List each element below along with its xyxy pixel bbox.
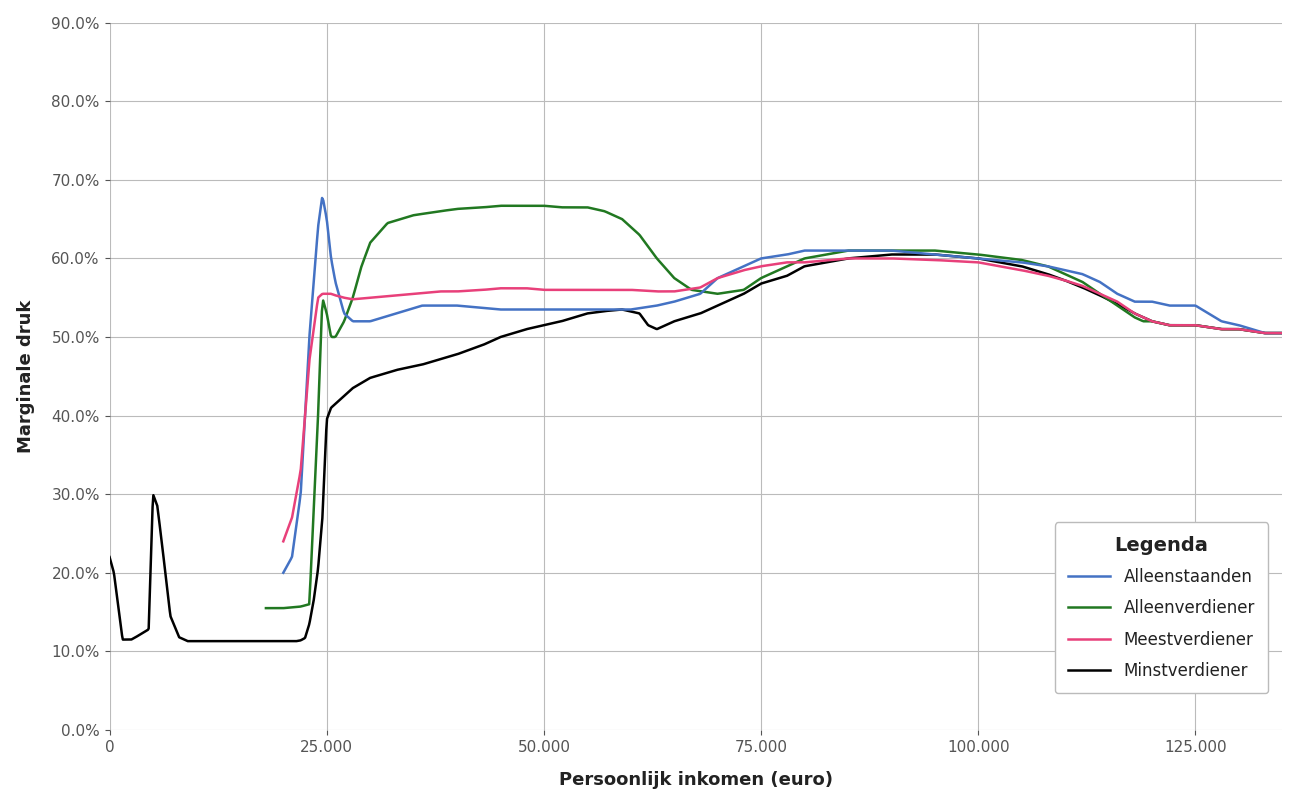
X-axis label: Persoonlijk inkomen (euro): Persoonlijk inkomen (euro): [559, 771, 833, 789]
Minstverdiener: [646, 322, 661, 332]
Alleenstaanden: [275, 568, 291, 578]
Meestverdiener: [275, 537, 291, 546]
Minstverdiener: [1274, 328, 1290, 338]
Alleenstaanden: [913, 248, 929, 258]
Meestverdiener: [857, 254, 873, 264]
Meestverdiener: [1034, 270, 1050, 280]
Alleenverdiener: [494, 201, 509, 210]
Meestverdiener: [840, 254, 856, 264]
Meestverdiener: [336, 293, 352, 302]
Alleenverdiener: [877, 246, 892, 256]
Minstverdiener: [770, 274, 786, 284]
Alleenverdiener: [850, 246, 865, 256]
Alleenstaanden: [338, 310, 353, 320]
Y-axis label: Marginale druk: Marginale druk: [17, 300, 35, 453]
Alleenverdiener: [907, 246, 922, 256]
Line: Alleenstaanden: Alleenstaanden: [283, 198, 1282, 573]
Meestverdiener: [1274, 328, 1290, 338]
Legend: Alleenstaanden, Alleenverdiener, Meestverdiener, Minstverdiener: Alleenstaanden, Alleenverdiener, Meestve…: [1055, 522, 1268, 693]
Minstverdiener: [885, 250, 900, 260]
Alleenverdiener: [1134, 316, 1150, 326]
Minstverdiener: [625, 307, 640, 317]
Minstverdiener: [600, 306, 616, 316]
Alleenstaanden: [1034, 260, 1050, 270]
Meestverdiener: [913, 255, 929, 264]
Meestverdiener: [883, 254, 899, 264]
Minstverdiener: [181, 636, 196, 646]
Alleenverdiener: [1030, 259, 1046, 268]
Minstverdiener: [101, 552, 117, 562]
Alleenverdiener: [321, 317, 336, 326]
Line: Meestverdiener: Meestverdiener: [283, 259, 1282, 542]
Alleenstaanden: [1274, 328, 1290, 338]
Line: Alleenverdiener: Alleenverdiener: [266, 206, 1282, 609]
Line: Minstverdiener: Minstverdiener: [109, 255, 1282, 641]
Alleenverdiener: [259, 604, 274, 613]
Minstverdiener: [194, 636, 209, 646]
Alleenstaanden: [883, 246, 899, 256]
Alleenstaanden: [314, 193, 330, 203]
Alleenverdiener: [1274, 328, 1290, 338]
Alleenstaanden: [1137, 297, 1152, 306]
Meestverdiener: [1137, 314, 1152, 323]
Alleenstaanden: [857, 246, 873, 256]
Minstverdiener: [242, 636, 257, 646]
